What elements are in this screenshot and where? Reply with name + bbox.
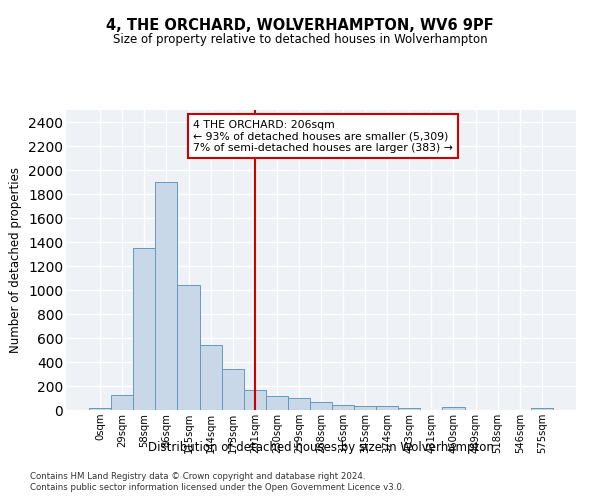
Bar	[310, 402, 332, 410]
Text: 4, THE ORCHARD, WOLVERHAMPTON, WV6 9PF: 4, THE ORCHARD, WOLVERHAMPTON, WV6 9PF	[106, 18, 494, 32]
Bar	[354, 406, 376, 410]
Bar	[442, 407, 464, 410]
Bar	[288, 398, 310, 410]
Bar	[332, 405, 354, 410]
Y-axis label: Number of detached properties: Number of detached properties	[10, 167, 22, 353]
Text: Size of property relative to detached houses in Wolverhampton: Size of property relative to detached ho…	[113, 32, 487, 46]
Bar	[376, 406, 398, 410]
Bar	[133, 248, 155, 410]
Bar	[221, 369, 244, 410]
Text: Contains HM Land Registry data © Crown copyright and database right 2024.: Contains HM Land Registry data © Crown c…	[30, 472, 365, 481]
Bar	[200, 344, 221, 410]
Text: 4 THE ORCHARD: 206sqm
← 93% of detached houses are smaller (5,309)
7% of semi-de: 4 THE ORCHARD: 206sqm ← 93% of detached …	[193, 120, 453, 153]
Bar	[531, 408, 553, 410]
Bar	[111, 395, 133, 410]
Text: Distribution of detached houses by size in Wolverhampton: Distribution of detached houses by size …	[148, 441, 494, 454]
Bar	[266, 396, 288, 410]
Bar	[398, 408, 421, 410]
Bar	[244, 390, 266, 410]
Bar	[178, 284, 200, 410]
Text: Contains public sector information licensed under the Open Government Licence v3: Contains public sector information licen…	[30, 484, 404, 492]
Bar	[89, 408, 111, 410]
Bar	[155, 182, 178, 410]
